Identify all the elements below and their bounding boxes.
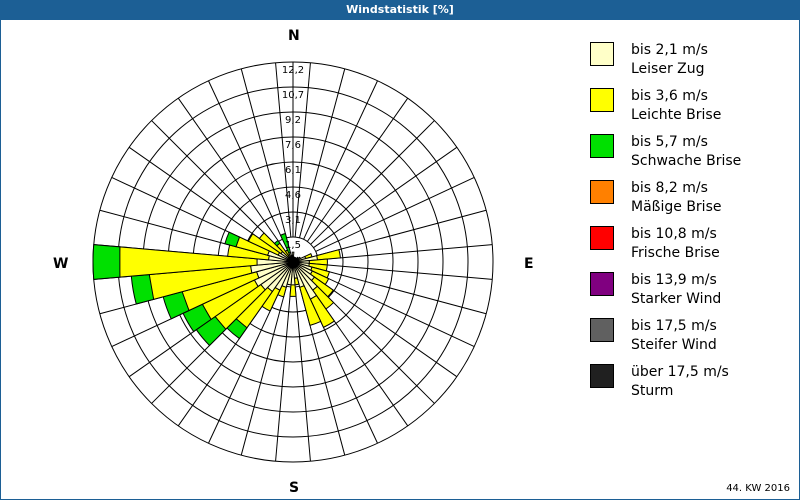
legend-swatch (590, 180, 614, 204)
compass-north: N (288, 28, 300, 44)
sector-segment (316, 249, 341, 261)
legend-label: Schwache Brise (631, 153, 742, 169)
legend-label: Leiser Zug (631, 61, 705, 77)
svg-text:12,2: 12,2 (282, 65, 304, 76)
legend-speed: bis 13,9 m/s (631, 272, 717, 288)
sector-segment (273, 239, 281, 247)
legend-speed: bis 10,8 m/s (631, 226, 717, 242)
sector-segment (92, 244, 121, 280)
sector-segment (299, 285, 322, 326)
sector-segment (258, 232, 284, 255)
svg-text:3,1: 3,1 (285, 215, 301, 226)
legend-speed: bis 5,7 m/s (631, 134, 708, 150)
legend-swatch (590, 364, 614, 388)
chart-title: Windstatistik [%] (0, 0, 800, 20)
legend-speed: über 17,5 m/s (631, 364, 729, 380)
legend-label: Frische Brise (631, 245, 720, 261)
legend-speed: bis 2,1 m/s (631, 42, 708, 58)
legend-label: Steifer Wind (631, 337, 717, 353)
svg-text:9,2: 9,2 (285, 115, 301, 126)
legend-label: Leichte Brise (631, 107, 722, 123)
sector-segment (279, 232, 292, 254)
legend-swatch (590, 318, 614, 342)
legend-swatch (590, 88, 614, 112)
legend-label: Mäßige Brise (631, 199, 722, 215)
legend-speed: bis 17,5 m/s (631, 318, 717, 334)
compass-south: S (289, 480, 300, 496)
legend-swatch (590, 134, 614, 158)
svg-text:6,1: 6,1 (285, 165, 301, 176)
legend-label: Sturm (631, 383, 674, 399)
svg-text:1,5: 1,5 (285, 240, 301, 251)
sector-segment (130, 274, 155, 305)
compass-west: W (53, 256, 69, 272)
legend-swatch (590, 42, 614, 66)
legend-swatch (590, 226, 614, 250)
sector-segment (289, 284, 297, 297)
compass-east: E (524, 256, 534, 272)
week-label: 44. KW 2016 (726, 483, 790, 494)
legend-label: Starker Wind (631, 291, 722, 307)
svg-text:4,6: 4,6 (285, 190, 301, 201)
svg-text:7,6: 7,6 (285, 140, 301, 151)
legend-speed: bis 3,6 m/s (631, 88, 708, 104)
svg-text:10,7: 10,7 (282, 90, 304, 101)
sector-segment (224, 231, 241, 248)
legend-swatch (590, 272, 614, 296)
legend-speed: bis 8,2 m/s (631, 180, 708, 196)
